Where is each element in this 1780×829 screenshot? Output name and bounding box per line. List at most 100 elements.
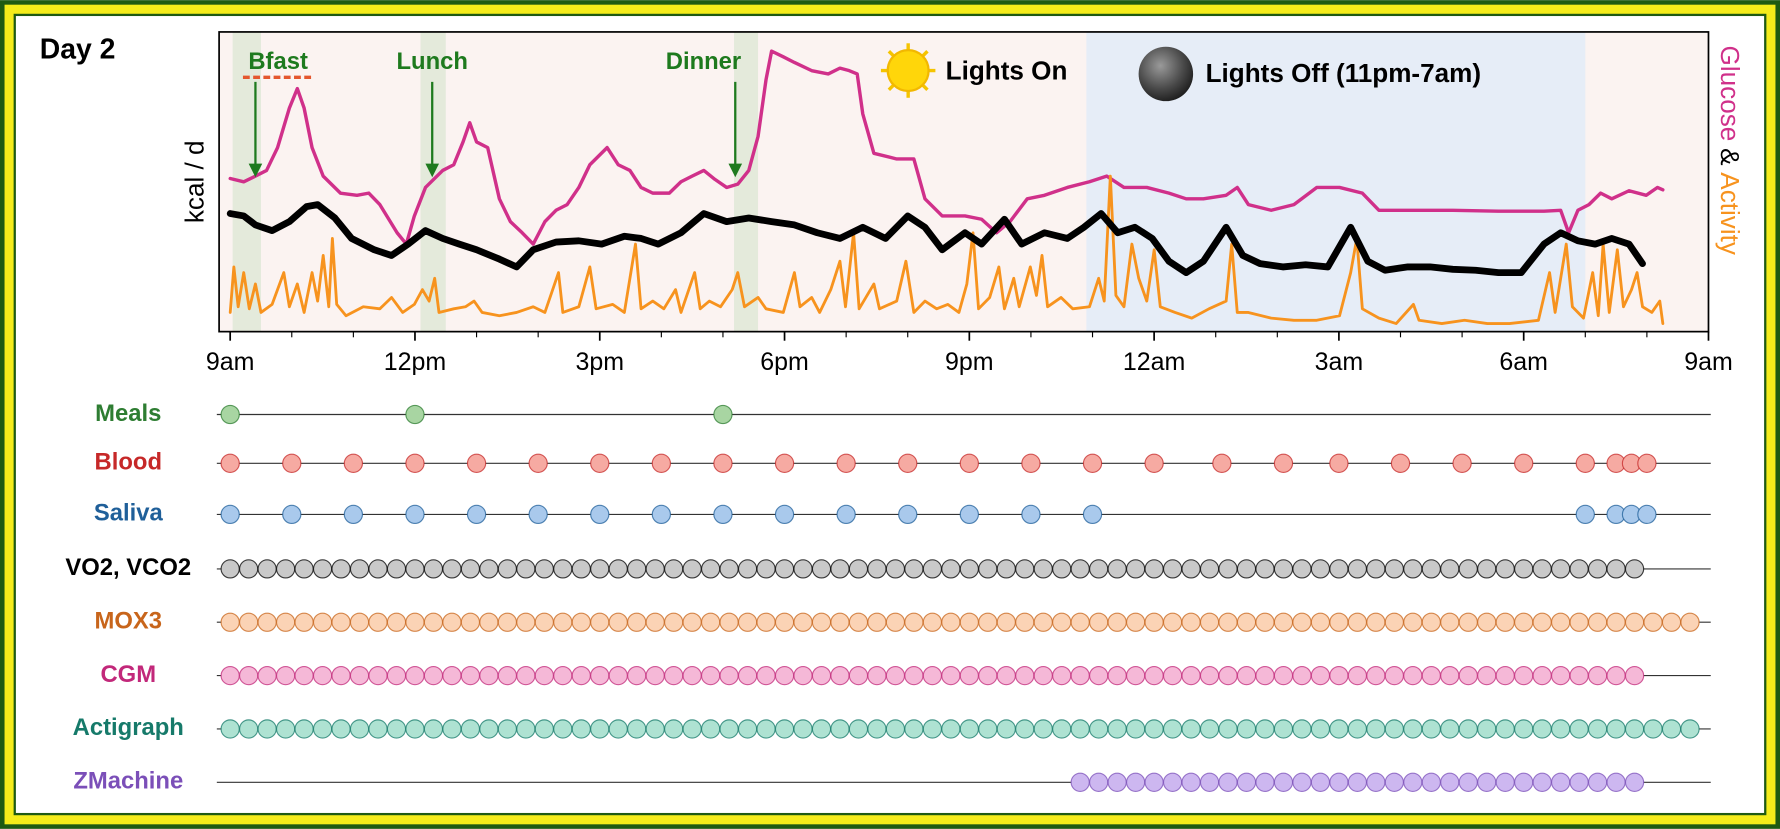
sample-dot xyxy=(627,665,647,686)
sample-dot xyxy=(1144,719,1164,739)
sample-dot xyxy=(534,719,554,739)
sample-dot xyxy=(898,504,918,525)
sample-dot xyxy=(959,453,979,473)
sample-dot xyxy=(1624,719,1645,739)
sample-dot xyxy=(220,559,240,579)
sample-dot xyxy=(1569,719,1589,739)
sample-dot xyxy=(343,453,364,473)
sample-dot xyxy=(1144,453,1164,473)
x-tick-label: 6pm xyxy=(760,348,809,376)
sample-dot xyxy=(571,665,591,686)
sample-dot xyxy=(1273,665,1294,686)
sample-dot xyxy=(1440,665,1460,686)
x-tick-label: 9pm xyxy=(945,348,994,376)
sample-dot xyxy=(627,719,647,739)
lights-off-label: Lights Off (11pm-7am) xyxy=(1206,58,1481,88)
sample-dot xyxy=(1390,453,1411,473)
sample-dot xyxy=(1587,612,1608,632)
sample-dot xyxy=(1440,612,1460,632)
sample-dot xyxy=(405,504,425,525)
sample-dot xyxy=(1606,665,1626,686)
sample-dot xyxy=(737,559,758,579)
sample-dot xyxy=(1403,719,1423,739)
sample-dot xyxy=(294,612,314,632)
row-label: Meals xyxy=(95,400,161,427)
sample-dot xyxy=(220,612,240,632)
sample-dot xyxy=(608,612,628,632)
right-label-activity: Activity xyxy=(1715,172,1745,255)
sample-dot xyxy=(1070,772,1090,792)
sample-dot xyxy=(978,559,998,579)
sample-dot xyxy=(466,504,487,525)
sample-dot xyxy=(700,612,721,632)
sample-dot xyxy=(1680,612,1700,632)
sample-dot xyxy=(1384,665,1404,686)
sample-dot xyxy=(811,612,832,632)
sample-dot xyxy=(651,453,672,473)
sample-dot xyxy=(898,453,918,473)
sample-dot xyxy=(1052,665,1072,686)
sample-dot xyxy=(1384,559,1404,579)
sample-dot xyxy=(1310,772,1331,792)
sample-dot xyxy=(1107,665,1127,686)
sample-dot xyxy=(941,665,961,686)
sample-dot xyxy=(1347,772,1368,792)
sample-dot xyxy=(331,665,351,686)
sample-dot xyxy=(1144,772,1164,792)
sample-dot xyxy=(959,719,979,739)
sample-dot xyxy=(959,665,979,686)
sample-dot xyxy=(571,559,591,579)
annotation: Bfast xyxy=(248,48,308,75)
sample-dot xyxy=(497,612,518,632)
sample-dot xyxy=(257,665,277,686)
sample-dot xyxy=(1495,719,1515,739)
sample-dot xyxy=(1162,612,1183,632)
moon-icon xyxy=(1138,46,1194,102)
sample-dot xyxy=(1292,559,1312,579)
sample-dot xyxy=(1255,612,1275,632)
sample-dot xyxy=(774,559,795,579)
sample-dot xyxy=(1403,772,1423,792)
sample-dot xyxy=(312,612,333,632)
sample-dot xyxy=(1477,772,1497,792)
annotation-arrowhead xyxy=(248,163,263,178)
sample-dot xyxy=(1015,665,1035,686)
sample-dot xyxy=(1569,772,1589,792)
sample-dot xyxy=(1495,665,1515,686)
sample-dot xyxy=(497,719,518,739)
sample-dot xyxy=(700,719,721,739)
sample-dot xyxy=(405,453,425,473)
sample-dot xyxy=(1329,453,1349,473)
sample-dot xyxy=(282,453,302,473)
sample-dot xyxy=(460,665,481,686)
sample-dot xyxy=(1236,719,1257,739)
sample-dot xyxy=(220,504,240,525)
sample-dot xyxy=(1587,665,1608,686)
sample-dot xyxy=(904,612,924,632)
sample-dot xyxy=(1107,559,1127,579)
sample-dot xyxy=(1514,612,1534,632)
x-tick-label: 12am xyxy=(1123,348,1185,376)
sample-dot xyxy=(1661,612,1682,632)
sample-dot xyxy=(651,504,672,525)
sample-dot xyxy=(1477,719,1497,739)
sample-dot xyxy=(836,453,856,473)
x-tick-label: 9am xyxy=(206,348,255,376)
sample-dot xyxy=(1082,504,1103,525)
sample-dot xyxy=(1495,772,1515,792)
sample-dot xyxy=(904,559,924,579)
sample-dot xyxy=(1569,612,1589,632)
sample-dot xyxy=(1421,559,1441,579)
sample-dot xyxy=(1495,612,1515,632)
sample-dot xyxy=(1273,612,1294,632)
sample-dot xyxy=(1384,719,1404,739)
sample-dot xyxy=(1624,612,1645,632)
sample-dot xyxy=(1458,719,1478,739)
sample-dot xyxy=(590,719,610,739)
sample-dot xyxy=(1255,719,1275,739)
sample-dot xyxy=(1125,612,1146,632)
sample-dot xyxy=(553,612,573,632)
sample-dot xyxy=(1199,772,1220,792)
sample-dot xyxy=(516,719,536,739)
sample-dot xyxy=(423,559,444,579)
